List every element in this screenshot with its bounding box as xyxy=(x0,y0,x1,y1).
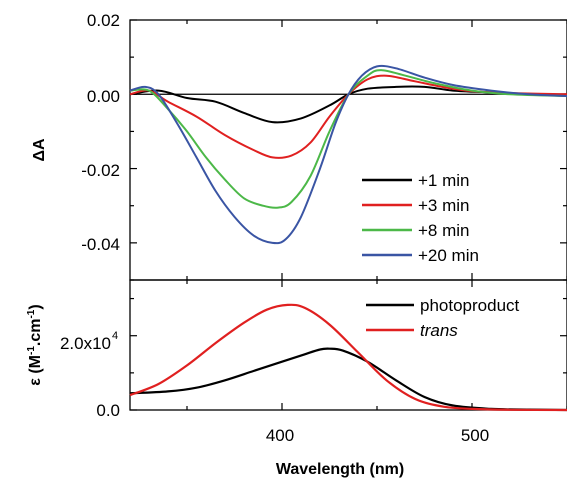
bottom-series-line-0 xyxy=(129,347,567,412)
svg-text:ε (M-1.cm-1): ε (M-1.cm-1) xyxy=(26,304,44,385)
bottom-legend: photoproduct trans xyxy=(366,296,520,340)
legend-label-photoproduct: photoproduct xyxy=(420,296,520,315)
bottom-ylabel-main: ε (M xyxy=(27,355,44,386)
bottom-series-group xyxy=(129,303,567,412)
xtick-label-500: 500 xyxy=(461,426,489,445)
top-series-line-3 xyxy=(129,64,567,245)
legend-label-20min: +20 min xyxy=(418,246,479,265)
top-ytick-label-1: 0.00 xyxy=(87,87,120,106)
bottom-ylabel-end: ) xyxy=(27,304,44,309)
top-y-axis-label: ΔA xyxy=(31,138,48,162)
legend-label-trans: trans xyxy=(420,321,458,340)
bottom-ytick-label-0: 0.0 xyxy=(96,401,120,420)
xtick-label-400: 400 xyxy=(266,426,294,445)
top-y-ticks xyxy=(130,19,567,281)
bottom-ytick-exponent: 4 xyxy=(112,330,118,342)
bottom-series-line-1 xyxy=(129,303,567,412)
top-panel-frame xyxy=(129,19,567,281)
bottom-panel-frame xyxy=(129,279,567,411)
bottom-ytick-label-1: 2.0x10 xyxy=(60,334,111,353)
legend-label-3min: +3 min xyxy=(418,196,470,215)
top-series-group xyxy=(129,64,567,245)
bottom-ylabel-mid: .cm xyxy=(27,319,44,347)
bottom-ylabel-sup1: -1 xyxy=(26,346,37,355)
top-series-line-1 xyxy=(129,74,567,159)
top-ytick-label-0: 0.02 xyxy=(87,11,120,30)
legend-label-8min: +8 min xyxy=(418,221,470,240)
top-ytick-label-3: -0.04 xyxy=(81,235,120,254)
top-series-line-2 xyxy=(129,69,567,209)
top-legend: +1 min +3 min +8 min +20 min xyxy=(362,171,479,265)
top-ytick-label-2: -0.02 xyxy=(81,161,120,180)
x-axis-label: Wavelength (nm) xyxy=(276,461,404,478)
legend-label-1min: +1 min xyxy=(418,171,470,190)
bottom-ylabel-sup2: -1 xyxy=(26,309,37,318)
bottom-y-axis-label: ε (M-1.cm-1) xyxy=(26,304,44,385)
